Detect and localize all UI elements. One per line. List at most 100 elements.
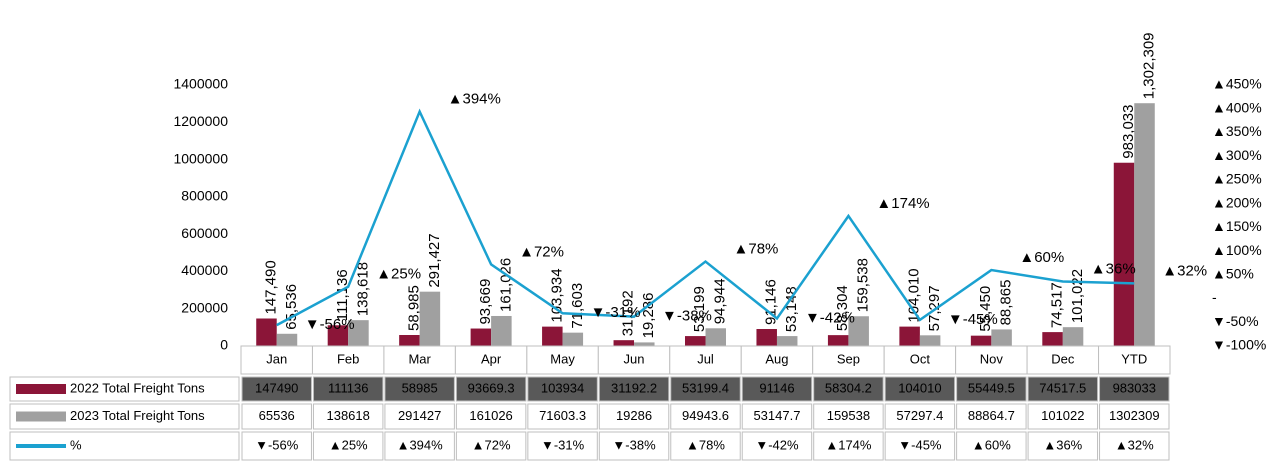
data-label: 1,302,309: [1140, 32, 1157, 99]
table-cell: [312, 431, 384, 461]
table-cell: [813, 403, 884, 430]
bar: [542, 326, 563, 346]
y-tick-label: 600000: [181, 225, 228, 241]
table-value: 104010: [898, 380, 941, 395]
percent-label: ▼-56%: [305, 316, 355, 333]
data-label: 103,934: [548, 268, 565, 322]
table-value: ▼-42%: [755, 437, 799, 452]
bar: [827, 335, 849, 346]
table-cell: [669, 345, 742, 375]
x-tick-label: Apr: [481, 351, 502, 366]
table-value: 31192.2: [611, 380, 657, 395]
data-label: 104,010: [906, 268, 923, 322]
x-tick-label: Jul: [697, 351, 714, 366]
table-cell: [741, 403, 813, 430]
table-value: 94943.6: [682, 408, 729, 423]
table-value: 291427: [398, 408, 441, 423]
table-cell: [1099, 403, 1170, 430]
y-tick-label: 1400000: [173, 76, 228, 92]
x-tick-label: Jan: [266, 351, 287, 366]
percent-label: ▼-38%: [662, 308, 712, 325]
data-label: 138,618: [354, 262, 371, 316]
percent-label: ▲36%: [1091, 260, 1136, 277]
table-cell: [1099, 431, 1170, 461]
data-label: 65,536: [283, 284, 300, 330]
y2-tick-label: ▲350%: [1212, 123, 1262, 139]
percent-label: ▼-42%: [805, 309, 855, 326]
data-label: 74,517: [1049, 282, 1066, 328]
table-cell: [312, 376, 384, 402]
bar: [276, 333, 298, 346]
data-label: 291,427: [426, 233, 443, 287]
y-tick-label: 0: [220, 337, 228, 353]
x-tick-label: Dec: [1051, 351, 1075, 366]
table-value: 57297.4: [896, 408, 943, 423]
table-value: 101022: [1041, 408, 1084, 423]
table-value: 88864.7: [968, 408, 1015, 423]
table-cell: [1099, 376, 1170, 402]
table-cell: [1026, 345, 1100, 375]
table-cell: [883, 345, 957, 375]
x-tick-label: Oct: [910, 351, 931, 366]
bar: [1134, 103, 1155, 346]
x-tick-label: Mar: [408, 351, 431, 366]
table-value: ▼-31%: [541, 437, 585, 452]
data-label: 111,136: [334, 269, 351, 321]
table-value: 93669.3: [468, 380, 515, 395]
table-cell: [598, 376, 670, 402]
table-cell: [741, 376, 813, 402]
table-value: 19286: [616, 408, 652, 423]
data-label: 55,450: [977, 286, 994, 332]
table-value: ▲32%: [1115, 437, 1154, 452]
table-value: 103934: [541, 380, 584, 395]
data-label: 58,985: [405, 285, 422, 331]
percent-label: ▲32%: [1162, 262, 1207, 279]
data-label: 983,033: [1120, 105, 1137, 159]
table-value: 983033: [1113, 380, 1156, 395]
data-label: 147,490: [262, 260, 279, 314]
percent-label: ▲174%: [876, 195, 929, 212]
data-label: 53,199: [691, 286, 708, 332]
table-cell: [454, 345, 528, 375]
table-cell: [455, 376, 527, 402]
x-tick-label: May: [550, 351, 575, 366]
table-value: 159538: [827, 408, 870, 423]
bar: [705, 328, 726, 346]
table-cell: [527, 376, 598, 402]
table-value: ▲36%: [1043, 437, 1082, 452]
bar: [419, 291, 441, 346]
table-value: ▲78%: [686, 437, 725, 452]
data-label: 53,148: [783, 286, 800, 332]
table-value: 1302309: [1109, 408, 1160, 423]
table-cell: [740, 345, 814, 375]
bar: [348, 320, 369, 346]
table-value: 147490: [255, 380, 298, 395]
table-cell: [527, 403, 598, 430]
table-value: 53199.4: [682, 380, 729, 395]
x-tick-label: Sep: [837, 351, 860, 366]
legend-swatch: [16, 384, 66, 394]
legend-cell: [9, 403, 240, 430]
table-cell: [1027, 403, 1099, 430]
data-label: 91,146: [763, 279, 780, 325]
y2-tick-label: ▼-100%: [1212, 337, 1266, 353]
bar: [613, 340, 635, 346]
table-value: ▲60%: [972, 437, 1011, 452]
legend-label: 2023 Total Freight Tons: [70, 408, 205, 423]
bar: [919, 335, 941, 346]
table-value: 53147.7: [753, 408, 800, 423]
table-cell: [241, 403, 312, 430]
table-cell: [1098, 345, 1171, 375]
table-cell: [598, 403, 670, 430]
table-cell: [384, 403, 455, 430]
bar: [970, 335, 992, 346]
y2-tick-label: ▲450%: [1212, 76, 1262, 92]
y2-tick-label: ▲200%: [1212, 194, 1262, 210]
data-label: 94,944: [712, 278, 729, 324]
legend-swatch: [16, 411, 66, 422]
table-value: ▲25%: [329, 437, 368, 452]
table-cell: [884, 376, 956, 402]
percent-label: ▼-31%: [591, 304, 641, 321]
table-value: ▲174%: [825, 437, 872, 452]
x-tick-label: YTD: [1121, 351, 1147, 366]
